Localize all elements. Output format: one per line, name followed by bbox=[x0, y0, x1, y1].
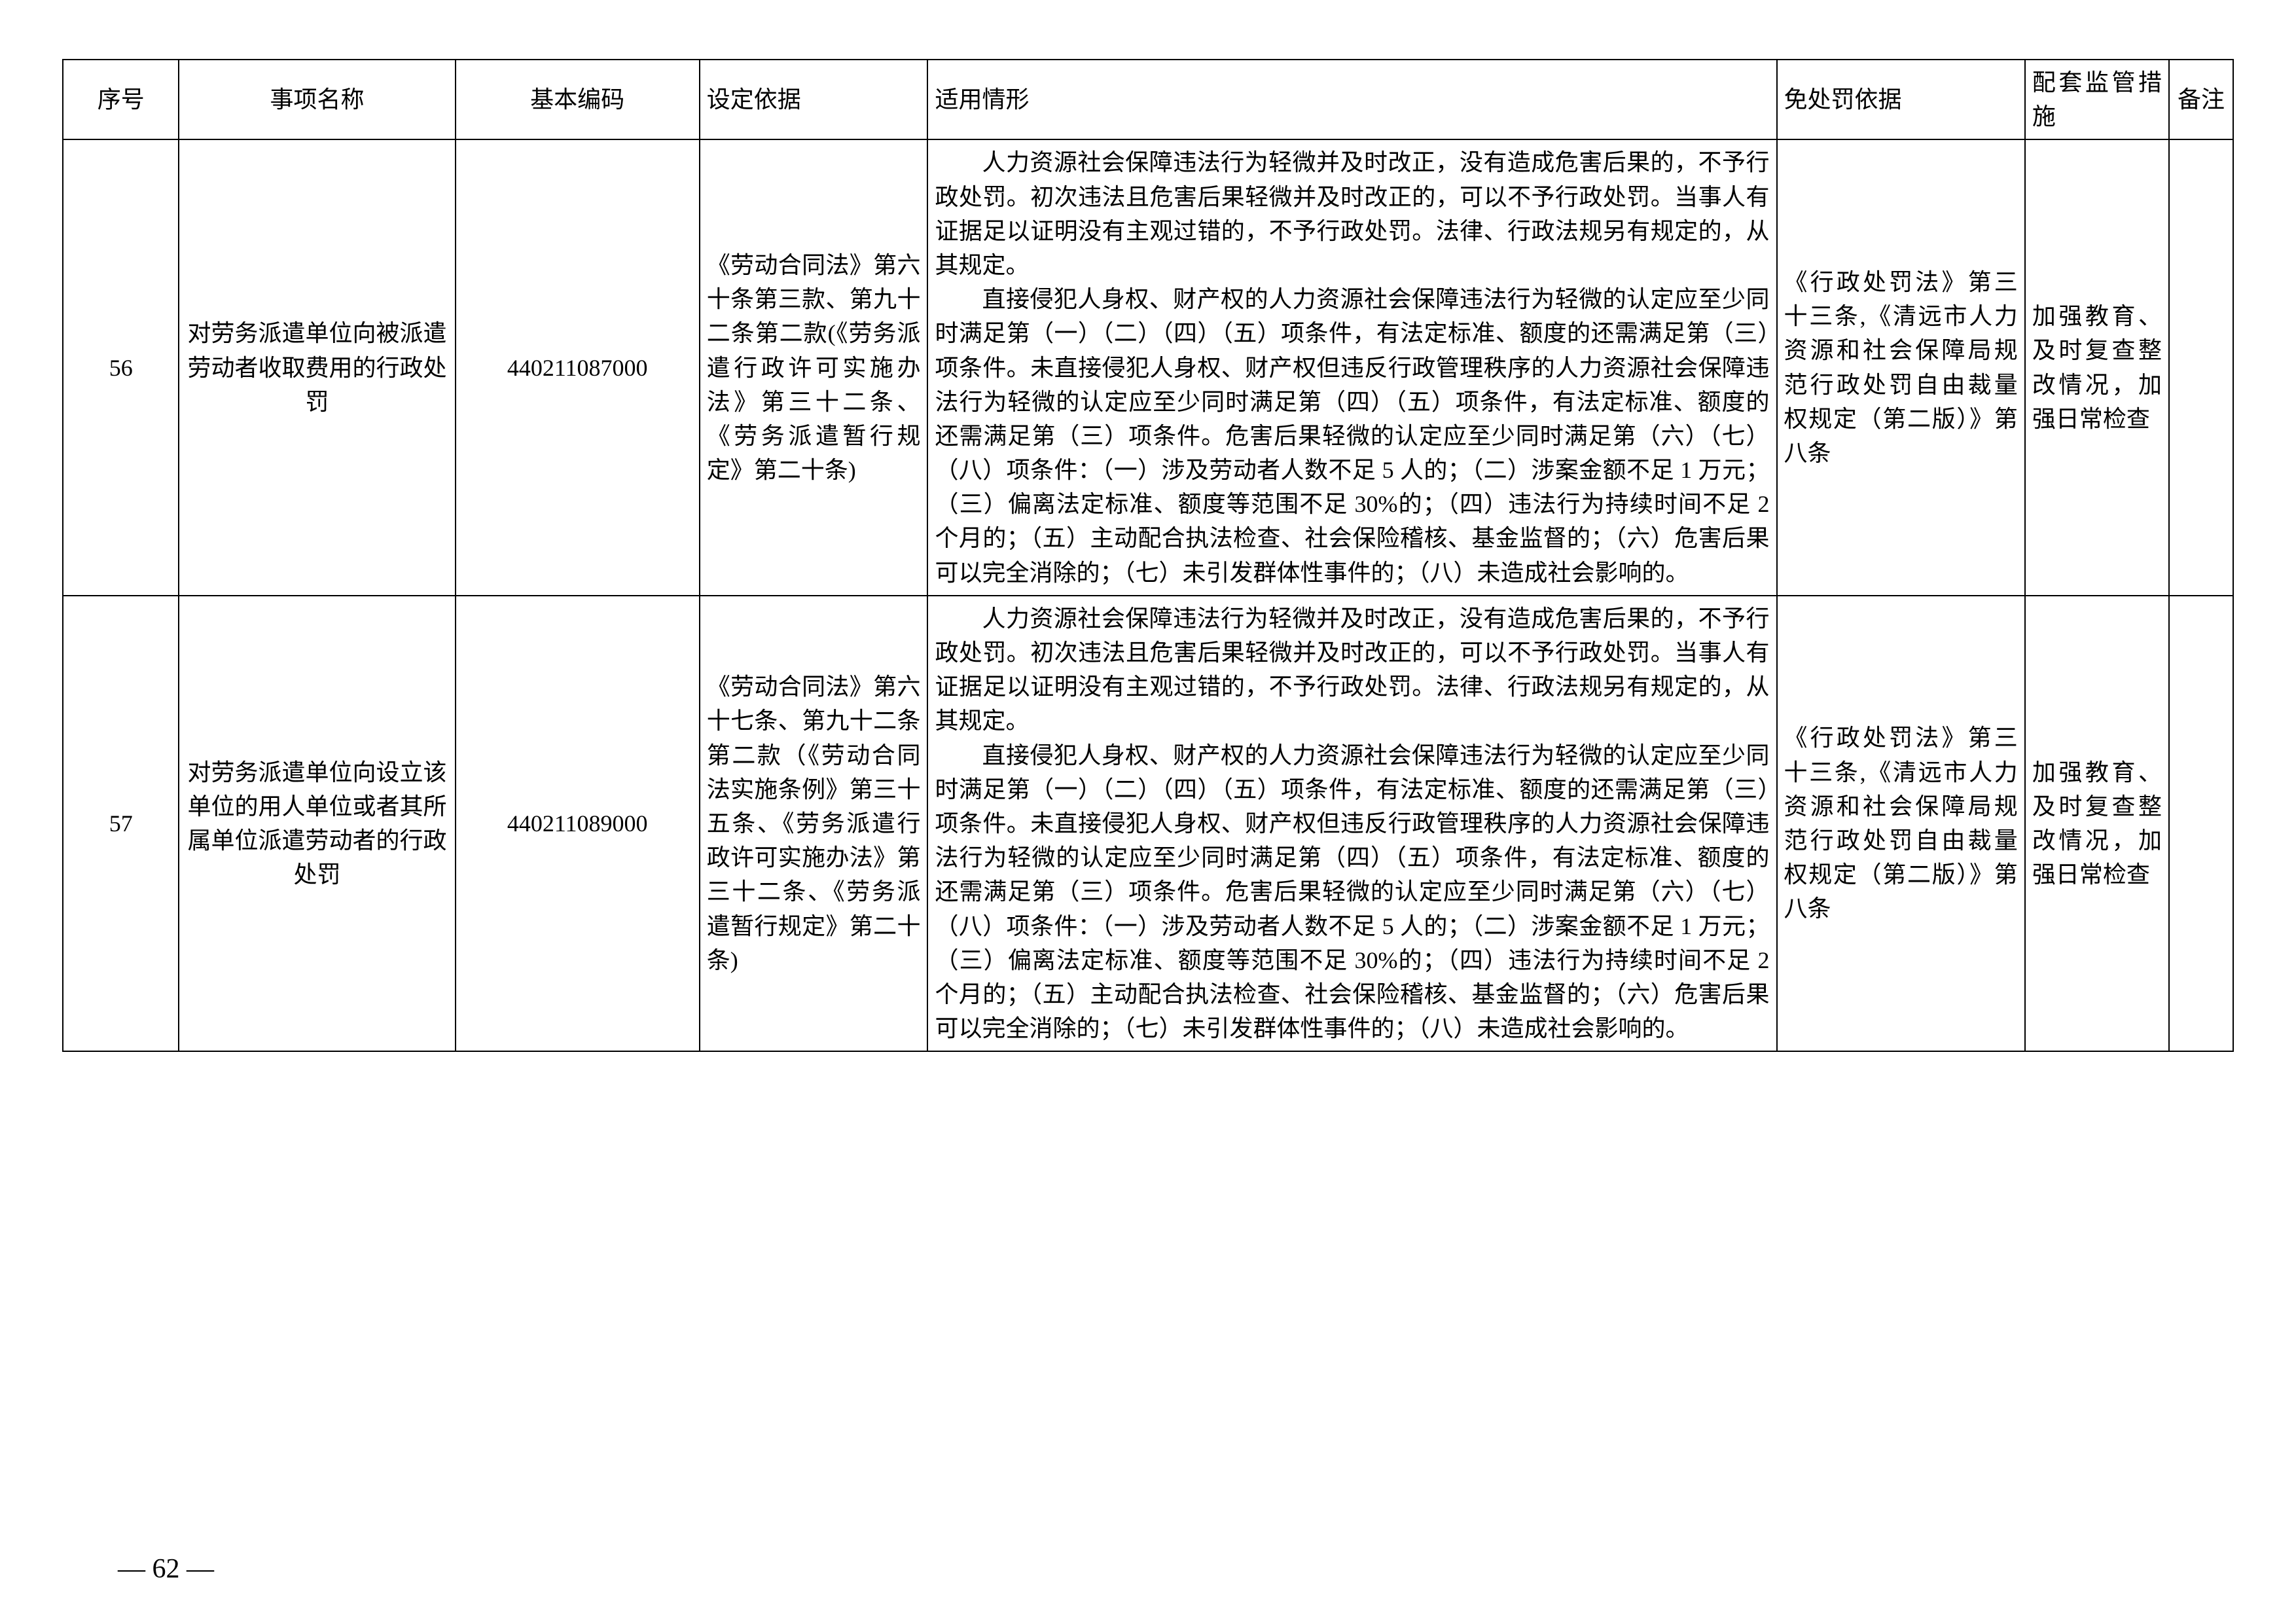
table-row: 56 对劳务派遣单位向被派遣劳动者收取费用的行政处罚 440211087000 … bbox=[63, 139, 2233, 595]
table-row: 57 对劳务派遣单位向设立该单位的用人单位或者其所属单位派遣劳动者的行政处罚 4… bbox=[63, 596, 2233, 1051]
header-remark: 备注 bbox=[2169, 60, 2233, 139]
cell-basis: 《劳动合同法》第六十七条、第九十二条第二款（《劳动合同法实施条例》第三十五条、《… bbox=[700, 596, 928, 1051]
situation-para-1: 人力资源社会保障违法行为轻微并及时改正，没有造成危害后果的，不予行政处罚。初次违… bbox=[935, 145, 1769, 282]
cell-name: 对劳务派遣单位向设立该单位的用人单位或者其所属单位派遣劳动者的行政处罚 bbox=[179, 596, 455, 1051]
cell-seq: 56 bbox=[63, 139, 179, 595]
cell-situation: 人力资源社会保障违法行为轻微并及时改正，没有造成危害后果的，不予行政处罚。初次违… bbox=[927, 596, 1776, 1051]
cell-remark bbox=[2169, 139, 2233, 595]
header-situation: 适用情形 bbox=[927, 60, 1776, 139]
situation-para-2: 直接侵犯人身权、财产权的人力资源社会保障违法行为轻微的认定应至少同时满足第（一）… bbox=[935, 282, 1769, 590]
cell-exempt: 《行政处罚法》第三十三条,《清远市人力资源和社会保障局规范行政处罚自由裁量权规定… bbox=[1777, 596, 2025, 1051]
cell-measure: 加强教育、及时复查整改情况，加强日常检查 bbox=[2025, 139, 2169, 595]
situation-para-1: 人力资源社会保障违法行为轻微并及时改正，没有造成危害后果的，不予行政处罚。初次违… bbox=[935, 602, 1769, 738]
situation-para-2: 直接侵犯人身权、财产权的人力资源社会保障违法行为轻微的认定应至少同时满足第（一）… bbox=[935, 738, 1769, 1046]
cell-code: 440211089000 bbox=[456, 596, 700, 1051]
penalty-table: 序号 事项名称 基本编码 设定依据 适用情形 免处罚依据 配套监管措施 备注 5… bbox=[62, 59, 2234, 1052]
cell-seq: 57 bbox=[63, 596, 179, 1051]
cell-exempt: 《行政处罚法》第三十三条,《清远市人力资源和社会保障局规范行政处罚自由裁量权规定… bbox=[1777, 139, 2025, 595]
cell-basis: 《劳动合同法》第六十条第三款、第九十二条第二款(《劳务派遣行政许可实施办法》第三… bbox=[700, 139, 928, 595]
cell-code: 440211087000 bbox=[456, 139, 700, 595]
cell-situation: 人力资源社会保障违法行为轻微并及时改正，没有造成危害后果的，不予行政处罚。初次违… bbox=[927, 139, 1776, 595]
header-seq: 序号 bbox=[63, 60, 179, 139]
header-measure: 配套监管措施 bbox=[2025, 60, 2169, 139]
cell-remark bbox=[2169, 596, 2233, 1051]
table-header-row: 序号 事项名称 基本编码 设定依据 适用情形 免处罚依据 配套监管措施 备注 bbox=[63, 60, 2233, 139]
cell-measure: 加强教育、及时复查整改情况，加强日常检查 bbox=[2025, 596, 2169, 1051]
header-basis: 设定依据 bbox=[700, 60, 928, 139]
header-name: 事项名称 bbox=[179, 60, 455, 139]
cell-name: 对劳务派遣单位向被派遣劳动者收取费用的行政处罚 bbox=[179, 139, 455, 595]
page-number: — 62 — bbox=[118, 1553, 214, 1585]
header-exempt: 免处罚依据 bbox=[1777, 60, 2025, 139]
header-code: 基本编码 bbox=[456, 60, 700, 139]
